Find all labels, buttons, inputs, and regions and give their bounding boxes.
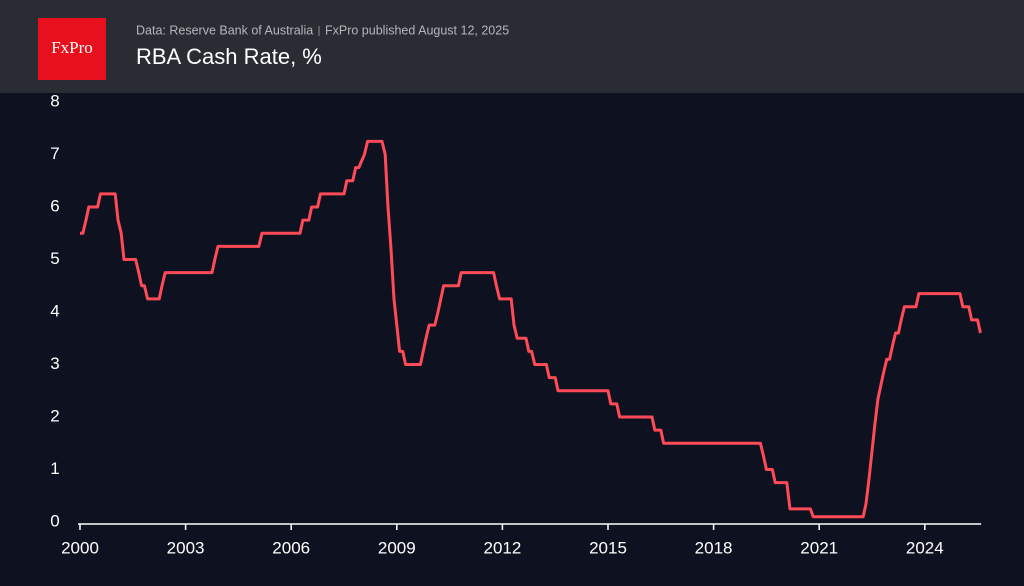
x-tick-label: 2024: [906, 538, 944, 557]
logo-box: [38, 18, 106, 80]
y-tick-label: 7: [50, 144, 59, 163]
chart-title: RBA Cash Rate, %: [136, 44, 322, 69]
x-tick-label: 2006: [272, 538, 310, 557]
x-tick-label: 2021: [800, 538, 838, 557]
x-tick-label: 2018: [695, 538, 733, 557]
y-tick-label: 6: [50, 196, 59, 215]
rate-line: [80, 139, 982, 519]
y-tick-label: 3: [50, 354, 59, 373]
y-tick-label: 4: [50, 301, 59, 320]
x-tick-label: 2003: [167, 538, 205, 557]
y-tick-label: 8: [50, 91, 59, 110]
x-tick-label: 2000: [61, 538, 99, 557]
y-tick-label: 2: [50, 406, 59, 425]
y-tick-label: 1: [50, 459, 59, 478]
y-tick-label: 5: [50, 249, 59, 268]
y-tick-label: 0: [50, 511, 59, 530]
header-band: [0, 0, 1024, 93]
logo: FxPro: [51, 38, 93, 57]
x-tick-label: 2009: [378, 538, 416, 557]
x-tick-label: 2012: [483, 538, 521, 557]
source: Data: Reserve Bank of Australia: [136, 23, 313, 37]
x-tick-label: 2015: [589, 538, 627, 557]
published: FxPro published August 12, 2025: [325, 23, 509, 37]
